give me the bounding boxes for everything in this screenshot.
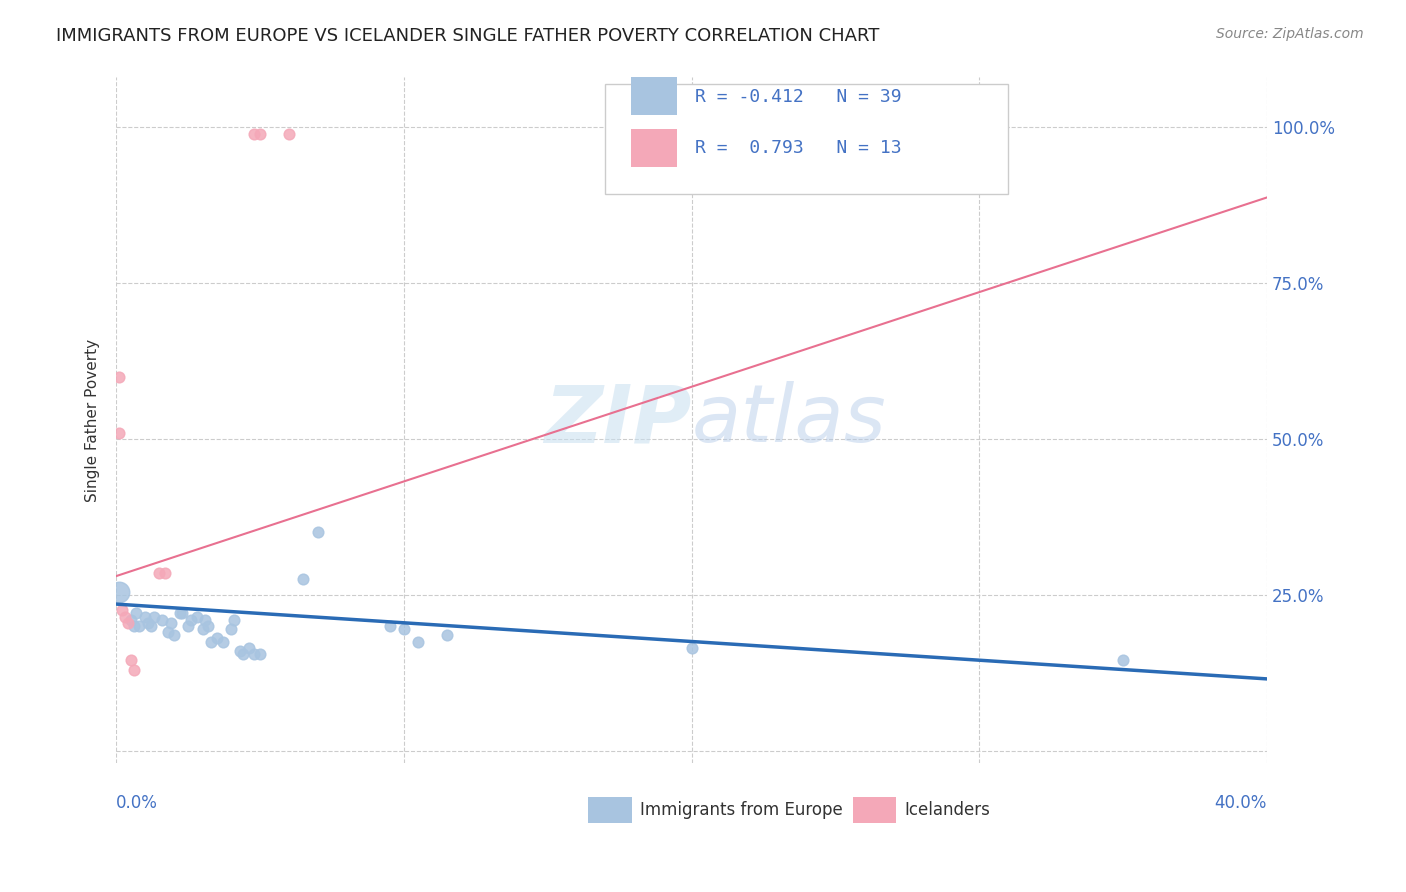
Point bbox=[125, 607, 148, 621]
Point bbox=[243, 127, 266, 141]
Point bbox=[200, 634, 222, 648]
Point bbox=[408, 634, 430, 648]
Point bbox=[249, 647, 271, 661]
Point bbox=[307, 525, 329, 540]
Point bbox=[122, 619, 145, 633]
Point bbox=[150, 613, 173, 627]
Point bbox=[211, 634, 233, 648]
Point bbox=[243, 647, 266, 661]
Point bbox=[120, 653, 142, 667]
Point bbox=[142, 609, 165, 624]
Point bbox=[224, 613, 246, 627]
Y-axis label: Single Father Poverty: Single Father Poverty bbox=[86, 339, 100, 502]
Point bbox=[122, 663, 145, 677]
Point bbox=[205, 632, 228, 646]
FancyBboxPatch shape bbox=[588, 797, 631, 823]
Point bbox=[180, 613, 202, 627]
Point bbox=[111, 603, 134, 617]
Point bbox=[108, 584, 131, 599]
FancyBboxPatch shape bbox=[606, 85, 1008, 194]
Point bbox=[108, 369, 131, 384]
Point bbox=[238, 640, 260, 655]
Point bbox=[194, 613, 217, 627]
Point bbox=[148, 566, 170, 580]
Text: IMMIGRANTS FROM EUROPE VS ICELANDER SINGLE FATHER POVERTY CORRELATION CHART: IMMIGRANTS FROM EUROPE VS ICELANDER SING… bbox=[56, 27, 880, 45]
Text: atlas: atlas bbox=[692, 381, 886, 459]
Point bbox=[197, 619, 219, 633]
Point bbox=[169, 607, 191, 621]
Point bbox=[232, 647, 254, 661]
Point bbox=[177, 619, 200, 633]
Text: Icelanders: Icelanders bbox=[904, 801, 990, 820]
Point bbox=[229, 644, 252, 658]
Text: Source: ZipAtlas.com: Source: ZipAtlas.com bbox=[1216, 27, 1364, 41]
Point bbox=[186, 609, 208, 624]
Point bbox=[681, 640, 703, 655]
Point bbox=[292, 572, 315, 586]
Text: ZIP: ZIP bbox=[544, 381, 692, 459]
Point bbox=[378, 619, 401, 633]
Point bbox=[191, 622, 214, 636]
Point bbox=[277, 127, 299, 141]
Point bbox=[163, 628, 186, 642]
Text: 40.0%: 40.0% bbox=[1215, 794, 1267, 812]
Point bbox=[108, 425, 131, 440]
Point bbox=[160, 615, 183, 630]
Text: R =  0.793   N = 13: R = 0.793 N = 13 bbox=[695, 139, 901, 157]
Point bbox=[153, 566, 176, 580]
Text: 0.0%: 0.0% bbox=[117, 794, 157, 812]
Text: Immigrants from Europe: Immigrants from Europe bbox=[640, 801, 842, 820]
FancyBboxPatch shape bbox=[631, 128, 676, 167]
Point bbox=[824, 127, 846, 141]
Point bbox=[157, 625, 180, 640]
Point bbox=[114, 609, 136, 624]
Point bbox=[1112, 653, 1135, 667]
Point bbox=[117, 615, 139, 630]
Point bbox=[139, 619, 162, 633]
FancyBboxPatch shape bbox=[631, 78, 676, 115]
Point bbox=[249, 127, 271, 141]
FancyBboxPatch shape bbox=[852, 797, 897, 823]
Point bbox=[120, 613, 142, 627]
Point bbox=[392, 622, 415, 636]
Point bbox=[436, 628, 458, 642]
Point bbox=[172, 607, 194, 621]
Point bbox=[136, 615, 159, 630]
Point bbox=[128, 619, 150, 633]
Text: R = -0.412   N = 39: R = -0.412 N = 39 bbox=[695, 87, 901, 105]
Point bbox=[221, 622, 243, 636]
Point bbox=[134, 609, 156, 624]
